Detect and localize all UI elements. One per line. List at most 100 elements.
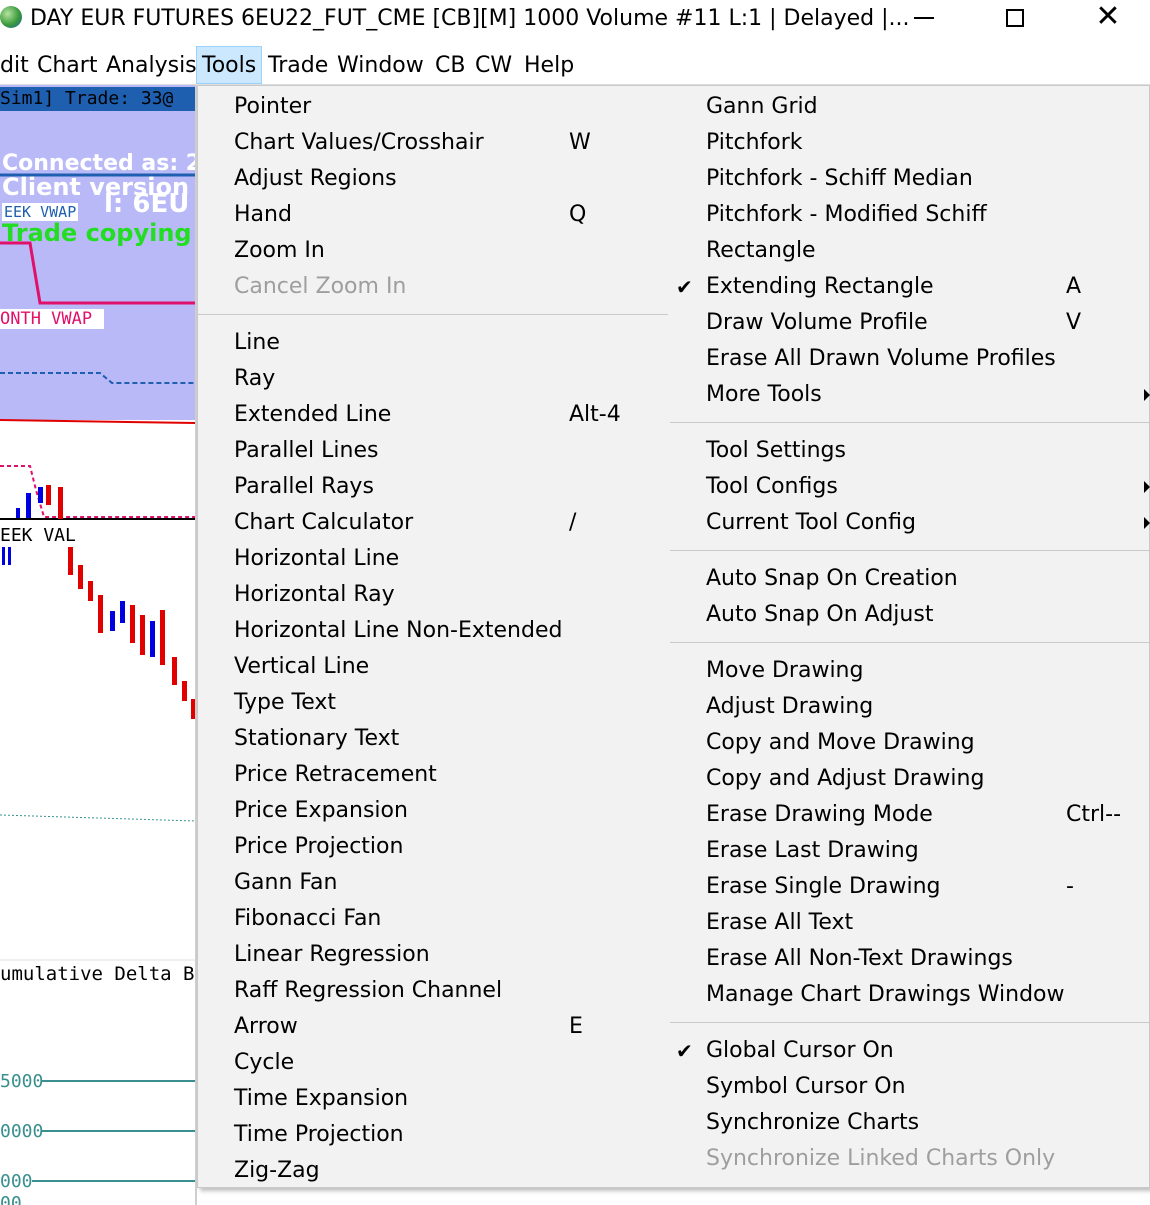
- menu-item-copy-and-adjust-drawing[interactable]: Copy and Adjust Drawing: [670, 761, 1150, 797]
- minimize-button[interactable]: [894, 0, 954, 40]
- close-button[interactable]: ✕: [1078, 0, 1138, 40]
- menu-item-tool-configs[interactable]: Tool Configs: [670, 469, 1150, 505]
- menu-item-horizontal-line[interactable]: Horizontal Line: [198, 541, 668, 577]
- menu-item-cycle[interactable]: Cycle: [198, 1045, 668, 1081]
- menu-cb[interactable]: CB: [435, 53, 466, 78]
- menu-item-horizontal-ray[interactable]: Horizontal Ray: [198, 577, 668, 613]
- menu-item-price-retracement[interactable]: Price Retracement: [198, 757, 668, 793]
- menu-item-auto-snap-on-adjust[interactable]: Auto Snap On Adjust: [670, 597, 1150, 633]
- menu-item-erase-drawing-mode[interactable]: Erase Drawing Mode Ctrl--: [670, 797, 1150, 833]
- menu-edit[interactable]: dit: [0, 53, 29, 78]
- menu-item-tool-settings[interactable]: Tool Settings: [670, 433, 1150, 469]
- menu-item-pitchfork[interactable]: Pitchfork: [670, 125, 1150, 161]
- candle: [16, 508, 20, 518]
- menu-item-parallel-rays[interactable]: Parallel Rays: [198, 469, 668, 505]
- menu-item-time-projection[interactable]: Time Projection: [198, 1117, 668, 1153]
- menu-analysis[interactable]: Analysis: [106, 53, 197, 78]
- menu-item-zig-zag[interactable]: Zig-Zag: [198, 1153, 668, 1189]
- menu-item-label: Symbol Cursor On: [706, 1074, 906, 1099]
- menu-item-label: Horizontal Line Non-Extended: [234, 618, 563, 643]
- menu-item-horizontal-line-non-extended[interactable]: Horizontal Line Non-Extended: [198, 613, 668, 649]
- candle: [26, 493, 31, 518]
- menu-item-erase-all-drawn-volume-profiles[interactable]: Erase All Drawn Volume Profiles: [670, 341, 1150, 377]
- trade-status-strip: Sim1] Trade: 33@: [0, 87, 196, 111]
- menu-item-label: Manage Chart Drawings Window: [706, 982, 1065, 1007]
- menu-item-pitchfork-schiff-median[interactable]: Pitchfork - Schiff Median: [670, 161, 1150, 197]
- menu-item-symbol-cursor-on[interactable]: Symbol Cursor On: [670, 1069, 1150, 1105]
- menu-item-extending-rectangle[interactable]: ✔ Extending Rectangle A: [670, 269, 1150, 305]
- menu-item-label: Vertical Line: [234, 654, 370, 679]
- menu-item-label: Erase All Text: [706, 910, 854, 935]
- menu-item-type-text[interactable]: Type Text: [198, 685, 668, 721]
- menu-item-adjust-regions[interactable]: Adjust Regions: [198, 161, 668, 197]
- menu-tools[interactable]: Tools: [196, 46, 263, 84]
- menu-item-manage-chart-drawings-window[interactable]: Manage Chart Drawings Window: [670, 977, 1150, 1013]
- menu-item-erase-all-text[interactable]: Erase All Text: [670, 905, 1150, 941]
- menu-item-synchronize-charts[interactable]: Synchronize Charts: [670, 1105, 1150, 1141]
- menu-item-auto-snap-on-creation[interactable]: Auto Snap On Creation: [670, 561, 1150, 597]
- candle: [140, 615, 145, 655]
- menu-separator: [670, 413, 1150, 433]
- menu-item-price-projection[interactable]: Price Projection: [198, 829, 668, 865]
- candle: [58, 487, 63, 519]
- menu-item-label: Pitchfork - Modified Schiff: [706, 202, 987, 227]
- candle: [150, 621, 155, 657]
- menu-item-price-expansion[interactable]: Price Expansion: [198, 793, 668, 829]
- menu-item-label: Erase All Non-Text Drawings: [706, 946, 1013, 971]
- menu-item-ray[interactable]: Ray: [198, 361, 668, 397]
- menu-item-zoom-in[interactable]: Zoom In: [198, 233, 668, 269]
- menu-help[interactable]: Help: [524, 53, 575, 78]
- menu-item-extended-line[interactable]: Extended Line Alt-4: [198, 397, 668, 433]
- menu-item-gann-fan[interactable]: Gann Fan: [198, 865, 668, 901]
- chart-area[interactable]: Sim1] Trade: 33@ Connected as: 2 Client …: [0, 85, 200, 1205]
- submenu-arrow-icon: [1144, 517, 1150, 529]
- menu-item-label: Extended Line: [234, 402, 392, 427]
- menu-item-label: Parallel Rays: [234, 474, 374, 499]
- menu-item-adjust-drawing[interactable]: Adjust Drawing: [670, 689, 1150, 725]
- menu-item-fibonacci-fan[interactable]: Fibonacci Fan: [198, 901, 668, 937]
- red-level-line: [0, 419, 197, 424]
- menu-item-pointer[interactable]: Pointer: [198, 89, 668, 125]
- menu-item-hand[interactable]: Hand Q: [198, 197, 668, 233]
- menu-item-label: Move Drawing: [706, 658, 864, 683]
- menu-chart[interactable]: Chart: [37, 53, 98, 78]
- menu-item-line[interactable]: Line: [198, 325, 668, 361]
- menu-item-current-tool-config[interactable]: Current Tool Config: [670, 505, 1150, 541]
- candle: [78, 565, 83, 589]
- menu-item-arrow[interactable]: Arrow E: [198, 1009, 668, 1045]
- menu-item-global-cursor-on[interactable]: ✔ Global Cursor On: [670, 1033, 1150, 1069]
- window-title: DAY EUR FUTURES 6EU22_FUT_CME [CB][M] 10…: [30, 6, 910, 31]
- menu-item-label: Linear Regression: [234, 942, 430, 967]
- menu-item-label: Synchronize Charts: [706, 1110, 920, 1135]
- menu-item-parallel-lines[interactable]: Parallel Lines: [198, 433, 668, 469]
- menu-item-label: Auto Snap On Creation: [706, 566, 958, 591]
- menu-item-move-drawing[interactable]: Move Drawing: [670, 653, 1150, 689]
- menu-item-rectangle[interactable]: Rectangle: [670, 233, 1150, 269]
- menu-item-stationary-text[interactable]: Stationary Text: [198, 721, 668, 757]
- menu-item-copy-and-move-drawing[interactable]: Copy and Move Drawing: [670, 725, 1150, 761]
- menu-item-erase-single-drawing[interactable]: Erase Single Drawing -: [670, 869, 1150, 905]
- menu-item-vertical-line[interactable]: Vertical Line: [198, 649, 668, 685]
- menu-item-chart-values-crosshair[interactable]: Chart Values/Crosshair W: [198, 125, 668, 161]
- menu-item-raff-regression-channel[interactable]: Raff Regression Channel: [198, 973, 668, 1009]
- menu-item-gann-grid[interactable]: Gann Grid: [670, 89, 1150, 125]
- menu-item-label: Cycle: [234, 1050, 295, 1075]
- menu-item-label: Adjust Regions: [234, 166, 397, 191]
- menu-item-erase-last-drawing[interactable]: Erase Last Drawing: [670, 833, 1150, 869]
- menu-item-more-tools[interactable]: More Tools: [670, 377, 1150, 413]
- menu-item-linear-regression[interactable]: Linear Regression: [198, 937, 668, 973]
- connected-as-text: Connected as: 2: [2, 151, 200, 176]
- maximize-button[interactable]: [985, 0, 1045, 40]
- menu-item-time-expansion[interactable]: Time Expansion: [198, 1081, 668, 1117]
- menu-item-draw-volume-profile[interactable]: Draw Volume Profile V: [670, 305, 1150, 341]
- symbol-overlay-text: l: 6EU: [104, 189, 190, 219]
- menu-item-label: Raff Regression Channel: [234, 978, 503, 1003]
- menu-item-label: Erase All Drawn Volume Profiles: [706, 346, 1056, 371]
- menu-item-label: Adjust Drawing: [706, 694, 874, 719]
- menu-window[interactable]: Window: [337, 53, 424, 78]
- menu-item-chart-calculator[interactable]: Chart Calculator /: [198, 505, 668, 541]
- menu-trade[interactable]: Trade: [268, 53, 329, 78]
- menu-item-pitchfork-modified-schiff[interactable]: Pitchfork - Modified Schiff: [670, 197, 1150, 233]
- menu-cw[interactable]: CW: [475, 53, 513, 78]
- menu-item-erase-all-non-text-drawings[interactable]: Erase All Non-Text Drawings: [670, 941, 1150, 977]
